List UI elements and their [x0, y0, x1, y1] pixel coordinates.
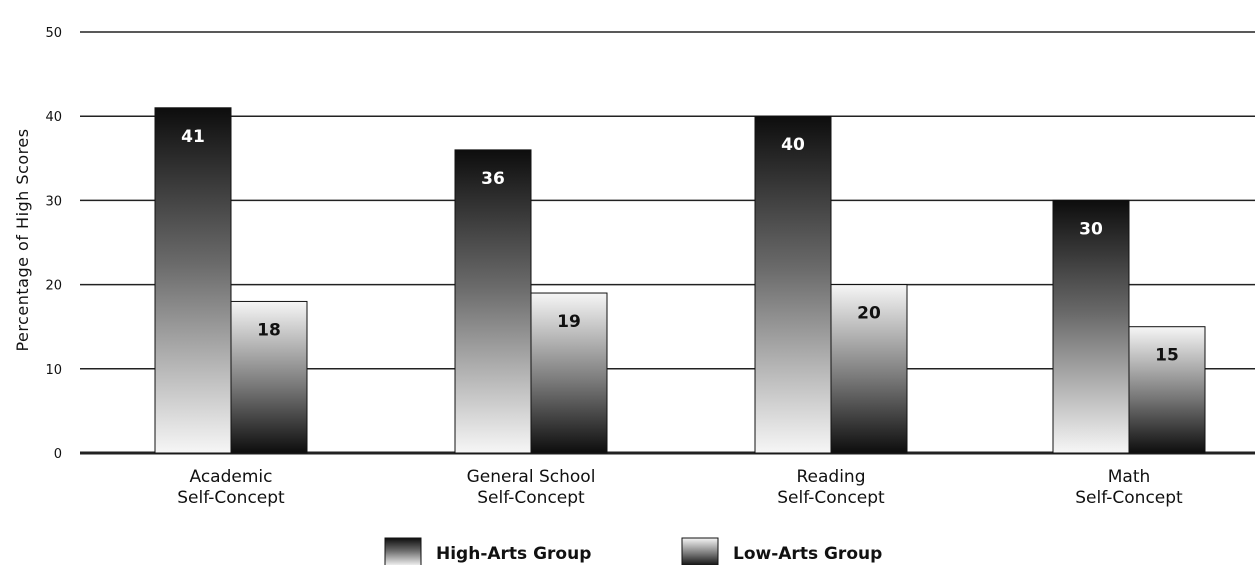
bar-low-arts — [530, 292, 608, 454]
y-axis-ticks: 0 10 20 30 40 50 — [45, 26, 62, 462]
bar-high-arts — [454, 149, 532, 454]
y-tick-label: 30 — [45, 194, 62, 209]
bar-low-arts — [830, 284, 908, 454]
bar-value-label: 15 — [1155, 346, 1179, 366]
y-tick-label: 20 — [45, 279, 62, 294]
bar-value-label: 18 — [257, 320, 281, 340]
x-category-label: Reading Self-Concept — [777, 467, 885, 508]
bar-value-label: 40 — [781, 135, 805, 155]
legend-label: Low-Arts Group — [733, 544, 882, 564]
bar-value-label: 30 — [1079, 219, 1103, 239]
bar-low-arts — [1128, 326, 1206, 454]
bar-high-arts — [154, 107, 232, 454]
bar-value-label: 41 — [181, 127, 205, 147]
data-labels: 41 18 36 19 40 20 30 15 — [181, 127, 1179, 366]
x-category-label: Math Self-Concept — [1075, 467, 1183, 508]
legend-label: High-Arts Group — [436, 544, 591, 564]
legend: High-Arts Group Low-Arts Group — [384, 537, 882, 565]
x-category-label: Academic Self-Concept — [177, 467, 285, 508]
bar-high-arts — [1052, 199, 1130, 454]
y-tick-label: 40 — [45, 110, 62, 125]
bar-low-arts — [230, 300, 308, 454]
y-axis-label: Percentage of High Scores — [13, 128, 32, 351]
y-tick-label: 50 — [45, 26, 62, 41]
bar-value-label: 19 — [557, 312, 581, 332]
bars — [154, 107, 1206, 454]
bar-value-label: 20 — [857, 304, 881, 324]
legend-swatch — [384, 537, 422, 565]
x-axis-categories: Academic Self-Concept General School Self-C… — [177, 467, 1183, 508]
y-tick-label: 0 — [54, 447, 62, 462]
bar-value-label: 36 — [481, 169, 505, 189]
x-category-label: General School Self-Concept — [467, 467, 596, 508]
y-tick-label: 10 — [45, 363, 62, 378]
legend-swatch — [681, 537, 719, 565]
bar-high-arts — [754, 115, 832, 454]
